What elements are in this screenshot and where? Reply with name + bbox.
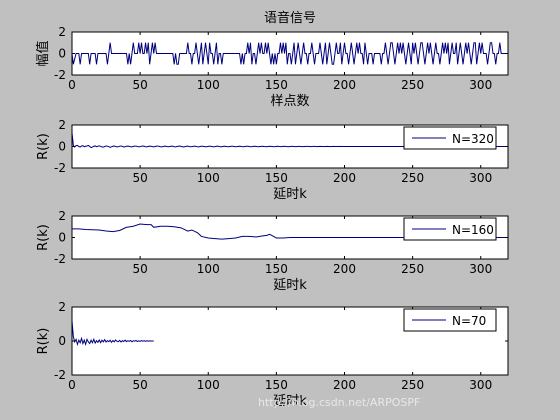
x-tick-label: 100: [197, 78, 220, 92]
x-tick-label: 0: [68, 378, 76, 392]
x-axis-label: 样点数: [270, 94, 309, 109]
x-axis-label: 延时k: [273, 394, 307, 409]
y-tick-label: 0: [58, 47, 66, 61]
series-line: [72, 223, 508, 240]
series-line: [72, 320, 154, 347]
x-tick-label: 100: [197, 171, 220, 185]
y-axis-label: R(k): [36, 133, 51, 160]
x-tick-label: 300: [469, 78, 492, 92]
y-tick-label: -2: [54, 68, 66, 82]
y-tick-label: 0: [58, 231, 66, 245]
x-tick-label: 250: [401, 262, 424, 276]
series-line: [72, 42, 508, 65]
x-tick-label: 50: [132, 378, 147, 392]
y-axis-label: R(k): [36, 224, 51, 251]
y-tick-label: 2: [58, 209, 66, 223]
legend-label: N=70: [452, 314, 486, 328]
legend-box: [403, 126, 497, 150]
legend: N=160: [403, 217, 497, 241]
y-tick-label: 2: [58, 300, 66, 314]
x-tick-label: 250: [401, 78, 424, 92]
x-tick-label: 0: [68, 78, 76, 92]
legend-label: N=160: [452, 223, 494, 237]
x-tick-label: 50: [132, 262, 147, 276]
subplot-2: 50 100 150 200 250 300 -2 0 2 延时k R(k) N=320: [36, 118, 509, 202]
y-tick-label: -2: [54, 252, 66, 266]
legend-box: [403, 308, 497, 332]
x-tick-label: 150: [265, 262, 288, 276]
watermark: http://blog.csdn.net/ARPOSPF: [258, 396, 420, 409]
x-tick-label: 250: [401, 171, 424, 185]
y-tick-label: -2: [54, 161, 66, 175]
x-tick-label: 100: [197, 262, 220, 276]
chart-title: 语音信号: [264, 10, 316, 26]
x-tick-label: 200: [333, 78, 356, 92]
y-tick-label: 0: [58, 140, 66, 154]
x-axis-label: 延时k: [273, 278, 307, 293]
x-tick-label: 150: [265, 78, 288, 92]
x-tick-label: 300: [469, 378, 492, 392]
y-axis-label: 幅值: [35, 40, 51, 66]
x-tick-label: 300: [469, 171, 492, 185]
x-tick-label: 100: [197, 378, 220, 392]
x-tick-label: 250: [401, 378, 424, 392]
x-axis-label: 延时k: [273, 187, 307, 202]
x-tick-label: 200: [333, 171, 356, 185]
legend: N=70: [403, 308, 497, 332]
x-tick-label: 200: [333, 262, 356, 276]
legend: N=320: [403, 126, 497, 150]
y-axis-label: R(k): [36, 328, 51, 355]
x-tick-label: 150: [265, 378, 288, 392]
x-tick-label: 200: [333, 378, 356, 392]
y-tick-label: 0: [58, 334, 66, 348]
y-tick-label: 2: [58, 25, 66, 39]
legend-label: N=320: [452, 132, 494, 146]
subplot-3: 50 100 150 200 250 300 -2 0 2 延时k R(k) N=160: [36, 209, 509, 293]
y-tick-label: -2: [54, 368, 66, 382]
x-tick-label: 150: [265, 171, 288, 185]
x-tick-label: 300: [469, 262, 492, 276]
y-tick-label: 2: [58, 118, 66, 132]
legend-box: [403, 217, 497, 241]
x-tick-label: 50: [132, 78, 147, 92]
x-tick-label: 50: [132, 171, 147, 185]
